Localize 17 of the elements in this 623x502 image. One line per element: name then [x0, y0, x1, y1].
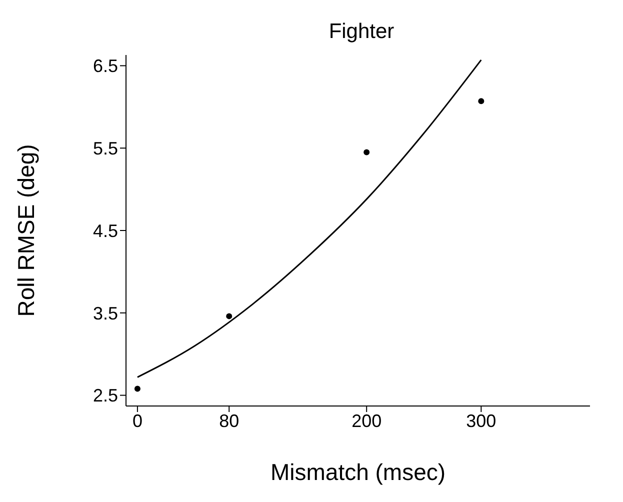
- point: [134, 386, 140, 392]
- x-tick-label: 80: [219, 410, 240, 431]
- line-series: [136, 59, 482, 378]
- chart-title: Fighter: [328, 20, 396, 43]
- y-tick-label: 3.5: [92, 303, 118, 324]
- point: [364, 149, 370, 156]
- x-tick-label: 200: [352, 410, 382, 431]
- y-tick-label: 2.5: [92, 386, 118, 406]
- x-tick-label: 0: [132, 410, 142, 431]
- y-tick-label: 5.5: [92, 138, 118, 158]
- y-axis-title: Roll RMSE (deg): [13, 144, 40, 317]
- y-tick-label: 4.5: [92, 220, 118, 241]
- x-tick-label: 300: [466, 410, 496, 431]
- point: [226, 313, 232, 320]
- point: [478, 98, 484, 104]
- x-axis-title: Mismatch (msec): [270, 459, 446, 485]
- y-tick-label: 6.5: [92, 56, 118, 76]
